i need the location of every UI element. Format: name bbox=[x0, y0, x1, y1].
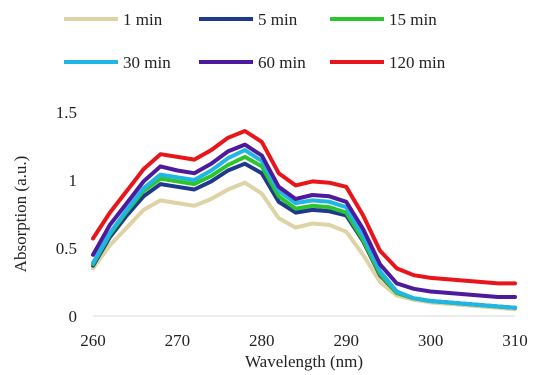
legend-item-30-min: 30 min bbox=[64, 53, 171, 72]
series-line-60-min bbox=[91, 142, 517, 299]
legend-label: 30 min bbox=[123, 53, 171, 72]
series-line-120-min bbox=[91, 129, 517, 286]
legend-label: 1 min bbox=[123, 10, 163, 29]
y-axis-ticks: 0 0.5 1 1.5 bbox=[56, 103, 77, 326]
y-tick-label: 0 bbox=[69, 307, 78, 326]
y-tick-label: 0.5 bbox=[56, 239, 77, 258]
series-group bbox=[91, 129, 517, 312]
legend-item-5-min: 5 min bbox=[199, 10, 298, 29]
legend-item-120-min: 120 min bbox=[330, 53, 446, 72]
legend-item-60-min: 60 min bbox=[199, 53, 306, 72]
x-tick-label: 280 bbox=[249, 331, 275, 350]
x-tick-label: 260 bbox=[80, 331, 106, 350]
legend-label: 60 min bbox=[258, 53, 306, 72]
legend-item-15-min: 15 min bbox=[330, 10, 437, 29]
legend-label: 5 min bbox=[258, 10, 298, 29]
legend: 1 min 5 min 15 min 30 min 60 min 120 min bbox=[64, 10, 446, 72]
legend-label: 15 min bbox=[389, 10, 437, 29]
legend-label: 120 min bbox=[389, 53, 446, 72]
plot-area: 260 270 280 290 300 310 0 0.5 1 1.5 bbox=[56, 103, 528, 350]
y-axis-title: Absorption (a.u.) bbox=[11, 156, 30, 273]
x-tick-label: 290 bbox=[333, 331, 359, 350]
legend-item-1-min: 1 min bbox=[64, 10, 163, 29]
x-tick-label: 310 bbox=[502, 331, 528, 350]
x-tick-label: 300 bbox=[418, 331, 444, 350]
y-tick-label: 1.5 bbox=[56, 103, 77, 122]
x-tick-label: 270 bbox=[165, 331, 191, 350]
x-axis-title: Wavelength (nm) bbox=[245, 352, 363, 371]
series-line-30-min bbox=[91, 148, 517, 310]
y-tick-label: 1 bbox=[69, 171, 78, 190]
x-axis-ticks: 260 270 280 290 300 310 bbox=[80, 331, 528, 350]
